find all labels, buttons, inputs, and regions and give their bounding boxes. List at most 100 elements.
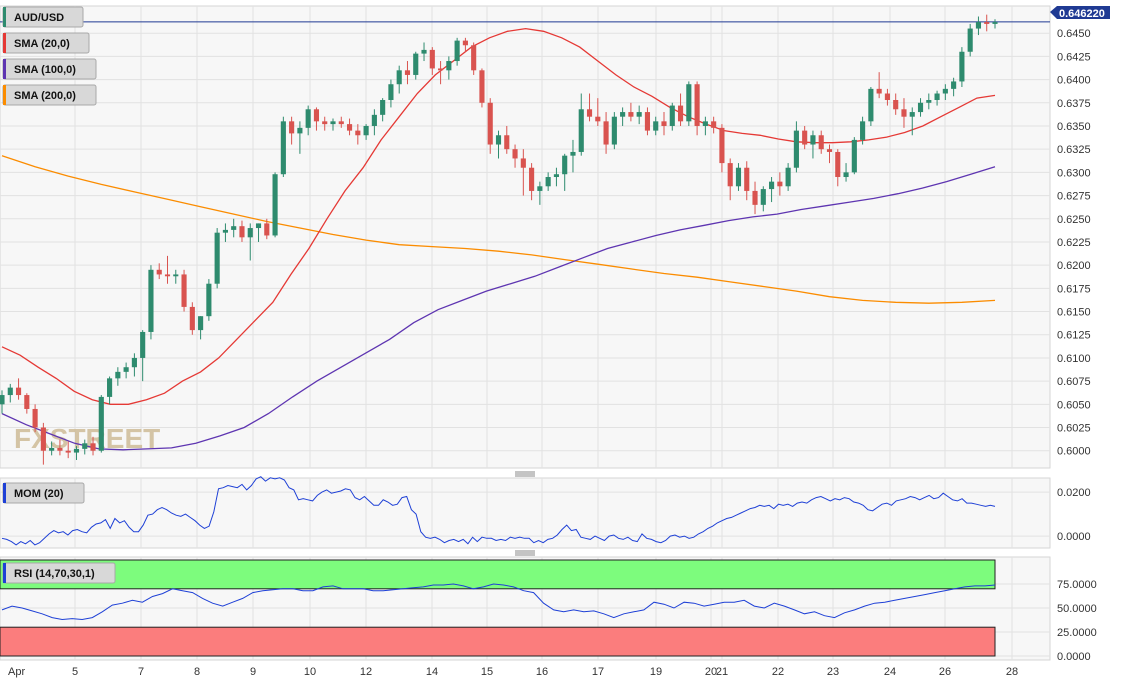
legend-sma20[interactable]: SMA (20,0) [2,32,90,54]
x-axis-tick: 15 [481,666,493,678]
candle-bullish [305,109,311,128]
candle-bullish [214,232,220,284]
candle-bullish [669,105,675,126]
sma200-line [1,155,996,304]
candle-bullish [297,127,303,134]
price-panel [0,5,1051,469]
panel-resize-handle-2[interactable] [515,550,535,556]
candle-bearish [586,109,593,117]
x-axis-tick: 10 [304,666,316,678]
x-axis-tick: 17 [592,666,604,678]
x-axis-tick: 28 [1006,666,1018,678]
legend-sma200[interactable]: SMA (200,0) [2,84,97,106]
candle-bullish [942,88,948,94]
price-axis-tick: 0.6175 [1057,283,1091,295]
candle-bearish [884,93,890,100]
momentum-line-group [1,476,996,546]
candle-bearish [901,109,907,117]
candle-bullish [959,51,965,82]
candle-bullish [578,109,584,152]
price-axis-tick: 0.6375 [1057,98,1091,110]
candle-bullish [82,443,88,449]
candle-bullish [421,49,427,54]
candle-bullish [785,167,791,187]
candle-bearish [752,190,758,205]
current-price-tag: 0.646220 [1050,6,1110,20]
candle-bearish [429,49,435,69]
x-axis-tick: 21 [716,666,728,678]
candlesticks [0,14,998,465]
candle-bullish [0,395,5,405]
price-axis-tick: 0.6400 [1057,75,1091,87]
candle-bullish [330,121,336,125]
x-axis-tick: 23 [827,666,839,678]
panel-resize-handle-1[interactable] [515,471,535,477]
candle-bullish [793,130,799,168]
candle-bearish [189,306,195,331]
candle-bullish [686,84,692,122]
x-axis-tick: 16 [536,666,548,678]
candle-bearish [32,408,38,428]
sma100-line [1,166,996,451]
candle-bullish [115,371,121,379]
candle-bearish [984,22,990,24]
rsi-zones [0,559,996,657]
candle-bearish [644,112,651,131]
candle-bearish [802,130,808,145]
candle-bearish [529,167,535,191]
candle-bullish [363,125,369,136]
price-axis-tick: 0.6125 [1057,330,1091,342]
candle-bullish [107,378,113,397]
price-axis-tick: 0.6225 [1057,237,1091,249]
candle-bullish [934,93,940,100]
candle-bearish [677,105,684,122]
candle-bearish [164,274,171,277]
legend-sma100[interactable]: SMA (100,0) [2,58,97,80]
candle-bearish [777,181,783,187]
candle-bullish [553,174,559,178]
candle-bullish [73,448,80,453]
price-axis-tick: 0.6275 [1057,191,1091,203]
candle-bearish [338,121,344,125]
candle-bullish [562,155,568,175]
candle-bearish [487,102,493,145]
candle-bullish [992,22,998,24]
candle-bullish [173,274,179,277]
candle-bearish [239,226,245,238]
price-axis-tick: 0.6000 [1057,446,1091,458]
x-axis-tick: 20 [705,666,717,678]
mom-axis-tick: 0.0000 [1057,531,1091,543]
legend-mom[interactable]: MOM (20) [2,482,85,504]
candle-bullish [206,283,212,317]
price-axis-tick: 0.6050 [1057,399,1091,411]
price-axis-tick: 0.6100 [1057,353,1091,365]
legend-rsi[interactable]: RSI (14,70,30,1) [2,562,116,584]
candle-bullish [98,396,104,451]
rsi-axis-tick: 50.0000 [1057,603,1097,615]
candle-bullish [231,226,237,230]
x-axis-tick: 14 [426,666,438,678]
candle-bullish [653,121,659,131]
candle-bullish [495,135,502,145]
candle-bullish [868,88,874,122]
candle-bullish [926,100,932,103]
price-axis-tick: 0.6350 [1057,121,1091,133]
legend-symbol[interactable]: AUD/USD [2,6,84,28]
price-axis-tick: 0.6325 [1057,144,1091,156]
legend-sma200-label: SMA (200,0) [14,90,76,102]
candle-bearish [512,149,518,159]
x-axis-tick: 9 [250,666,256,678]
candle-bearish [313,109,320,122]
candle-bearish [181,274,187,307]
x-axis-tick: 19 [650,666,662,678]
gridlines [0,6,1050,660]
candle-bullish [255,223,262,229]
price-axis-tick: 0.6425 [1057,51,1091,63]
candle-bearish [595,116,601,122]
candle-bullish [413,53,419,75]
candle-bearish [346,124,353,131]
candle-bearish [322,121,328,125]
candle-bullish [702,121,708,126]
candle-bullish [951,81,957,89]
